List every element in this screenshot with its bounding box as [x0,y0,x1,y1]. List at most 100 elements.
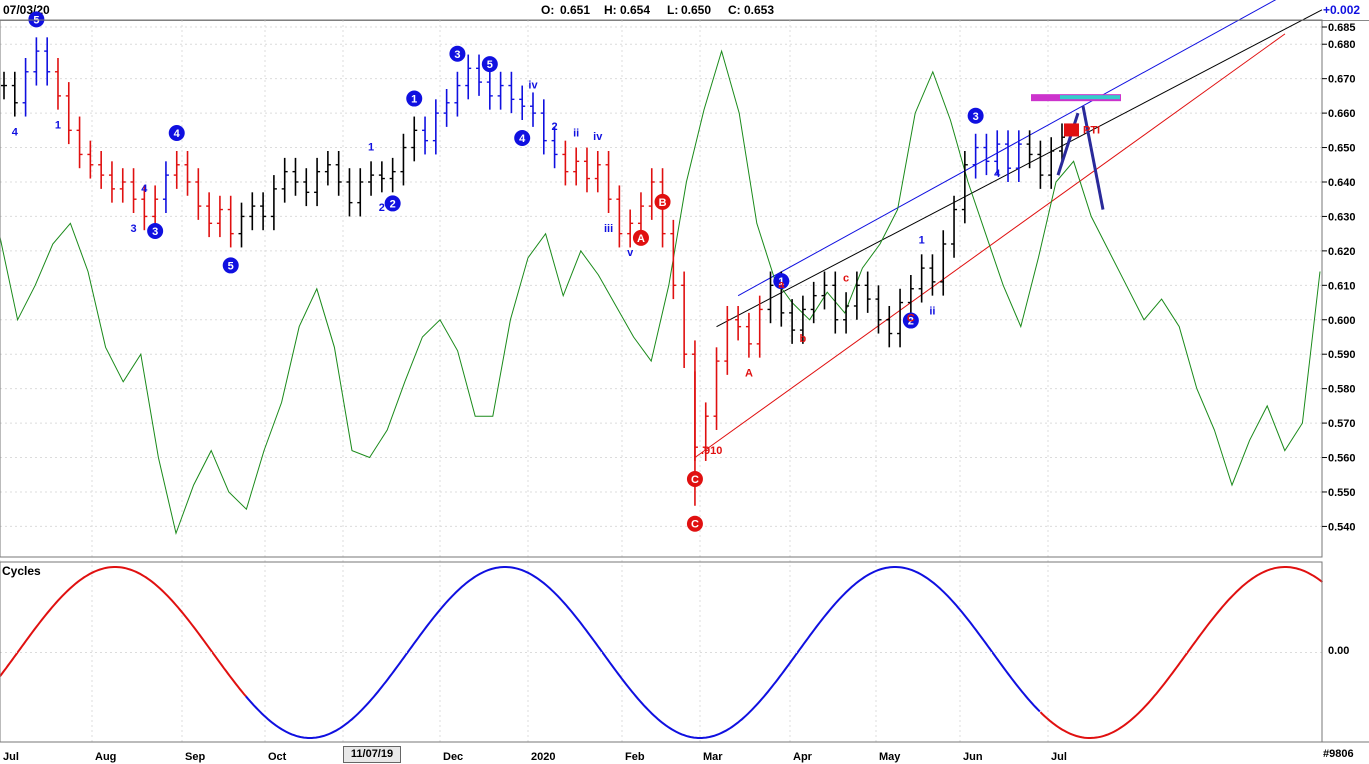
price-bar [130,168,137,213]
price-bar [583,147,590,193]
cycles-title: Cycles [2,564,41,578]
price-bar [292,157,299,196]
price-bar [76,116,83,169]
price-tick-label: 0.660 [1328,108,1356,120]
price-bar [422,116,429,155]
elliott-channel [694,0,1323,458]
price-bar [173,150,180,189]
open-value: 0.651 [560,3,591,17]
price-bar [486,68,493,110]
time-tick-label: Apr [793,751,813,763]
footer-highlighted-date[interactable]: 11/07/19 [343,746,401,763]
price-bar [1026,130,1033,169]
wave-small-label: A [745,368,753,380]
price-tick-label: 0.620 [1328,246,1356,258]
price-bar [799,295,806,344]
price-bar [260,192,267,231]
wave-marker: 5 [28,11,45,28]
pti-box [1064,123,1079,137]
price-tick-label: 0.600 [1328,315,1356,327]
price-bar [238,202,245,248]
wave-small-label: 1 [919,234,925,246]
wave-marker-label: C [691,519,699,531]
price-bar [411,116,418,162]
time-tick-label: Jul [3,751,19,763]
wave-marker: 5 [222,257,239,274]
price-bar [648,168,655,220]
wave-marker-label: 3 [973,111,979,123]
wave-small-label: ii [573,128,579,140]
price-bar [378,161,385,193]
forecast-arrow-down [1081,105,1105,210]
price-bar [961,150,968,224]
price-bar [810,281,817,324]
price-bar [454,71,461,117]
price-bar [54,57,61,110]
wave-marker-label: A [637,233,645,245]
wave-marker: C [686,515,703,532]
cycle-segment [0,566,247,698]
price-bar [1005,130,1012,182]
oscillator-line [0,49,1321,536]
time-tick-label: Jun [963,751,983,763]
price-tick-label: 0.610 [1328,280,1356,292]
time-tick-label: May [879,751,901,763]
wave-marker: 4 [514,129,531,146]
price-tick-label: 0.550 [1328,487,1356,499]
low-value: 0.650 [681,3,712,17]
wave-small-label: ii [929,306,935,318]
price-bar [1048,137,1055,189]
wave-marker: 1 [406,90,423,107]
price-tick-label: 0.580 [1328,384,1356,396]
wave-small-label: 4 [141,183,148,195]
price-bar [540,99,547,155]
wave-marker-label: C [691,474,699,486]
price-bar [33,37,40,86]
wave-marker-label: B [659,197,667,209]
price-bar [735,305,742,341]
price-bar [389,157,396,193]
cycle-segment [1039,566,1324,739]
price-tick-label: 0.570 [1328,418,1356,430]
price-bar [443,88,450,127]
wave-small-label: C [907,312,915,324]
time-tick-label: Aug [95,751,116,763]
change-value: +0.002 [1323,3,1361,17]
price-bar [357,168,364,217]
wave-small-label: 2 [552,121,558,133]
wave-marker: B [654,193,671,210]
price-bar [756,295,763,358]
wave-marker: 5 [481,56,498,73]
price-bar [745,312,752,358]
wave-small-label: a [778,279,785,291]
price-bar [1015,130,1022,182]
price-bar [184,150,191,196]
time-tick-label: Mar [703,751,723,763]
price-tick-label: 0.560 [1328,453,1356,465]
price-bar [886,305,893,348]
price-bar [1,71,7,100]
wave-small-label: 1 [55,120,61,132]
wave-marker-label: 3 [454,49,460,61]
wave-marker-label: 3 [152,226,158,238]
pti-label: PTI [1083,124,1100,136]
price-bar [637,192,644,238]
wave-marker: 1 [773,273,790,290]
price-bar [227,195,234,248]
wave-small-label: v [627,247,634,259]
price-tick-label: 0.590 [1328,349,1356,361]
price-bar [713,347,720,430]
price-bar [368,161,375,196]
price-bar [724,305,731,375]
price-bar [519,85,526,120]
price-bar [206,192,213,238]
price-bar [940,230,947,296]
wave-small-label: 4 [12,126,19,138]
cycle-wave [0,566,1324,739]
price-tick-label: 0.630 [1328,211,1356,223]
wave-marker-label: 5 [487,59,493,71]
wave-small-label: iii [604,223,613,235]
wave-marker: 3 [147,222,164,239]
price-bar [897,288,904,348]
